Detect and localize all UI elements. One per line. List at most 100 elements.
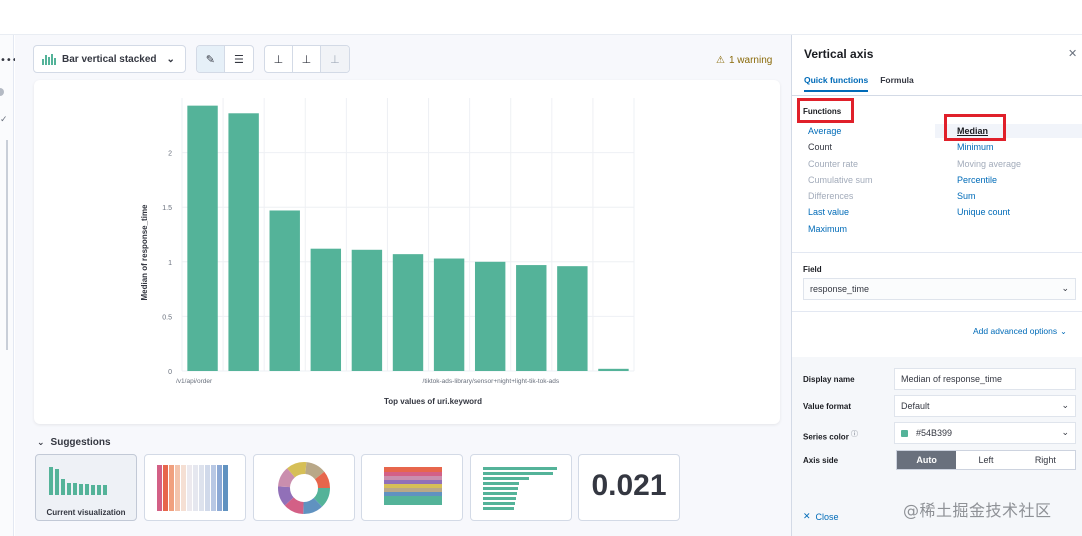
axis-side-auto[interactable]: Auto: [897, 451, 957, 469]
tabs-divider: [792, 95, 1082, 96]
editor-tabs: Quick functions Formula: [804, 75, 914, 92]
bar: [598, 368, 629, 371]
bar: [392, 254, 424, 371]
y-tick-label: 1.5: [162, 205, 172, 212]
right-axis-icon[interactable]: ⊥: [320, 46, 349, 72]
legend-list-icon[interactable]: ☰: [233, 52, 244, 66]
annotation-highlight-functions: [797, 98, 854, 123]
scrollbar[interactable]: [6, 140, 8, 350]
suggestion-donut[interactable]: [253, 454, 355, 521]
axis-settings-group: ⊥ ⊥ ⊥: [263, 45, 350, 73]
function-maximum[interactable]: Maximum: [808, 223, 848, 234]
annotation-highlight-median: [944, 114, 1006, 141]
function-average[interactable]: Average: [808, 126, 842, 136]
function-percentile[interactable]: Percentile: [957, 174, 998, 185]
chevron-down-icon: ⌄: [1061, 401, 1069, 411]
check-icon: ✓: [0, 115, 8, 125]
warning-text: 1 warning: [728, 55, 773, 66]
axis-side-toggle: Auto Left Right: [896, 450, 1076, 470]
functions-right-column: Median Minimum Moving average Percentile…: [957, 125, 1021, 219]
axis-side-right[interactable]: Right: [1034, 455, 1056, 465]
y-tick-label: 0: [168, 369, 172, 376]
axis-side-label: Axis side: [803, 456, 839, 465]
y-tick-label: 0.5: [162, 314, 172, 321]
horizontal-bar-thumbnail: [483, 467, 557, 510]
brush-icon[interactable]: ✎: [196, 46, 225, 72]
section-divider: [792, 311, 1082, 312]
series-color-text: Series color: [803, 432, 849, 442]
suggestions-header[interactable]: ⌄ Suggestions: [37, 437, 111, 448]
function-median[interactable]: Median: [957, 126, 989, 136]
suggestion-caption: Current visualization: [46, 508, 126, 517]
bar: [228, 113, 259, 371]
chevron-down-icon: ⌄: [166, 53, 175, 65]
display-name-value: Median of response_time: [901, 374, 1003, 384]
heatmap-thumbnail: [157, 465, 228, 511]
suggestions-title: Suggestions: [50, 437, 111, 448]
suggestion-horizontal-bar[interactable]: [470, 454, 572, 521]
more-icon[interactable]: •••: [0, 55, 18, 66]
info-icon[interactable]: ⓘ: [851, 431, 859, 438]
left-axis-icon[interactable]: ⊥: [265, 46, 293, 72]
field-select[interactable]: response_time ⌄: [803, 278, 1076, 300]
bar: [269, 210, 300, 371]
series-color-label: Series color ⓘ: [803, 429, 858, 442]
value-format-label: Value format: [803, 402, 852, 411]
bar: [187, 105, 218, 372]
bar: [310, 248, 342, 371]
function-counter-rate[interactable]: Counter rate: [808, 158, 859, 169]
suggestion-heatmap[interactable]: [144, 454, 246, 521]
functions-left-column: Average Count Counter rate Cumulative su…: [808, 125, 873, 235]
function-count[interactable]: Count: [808, 142, 833, 153]
section-divider: [792, 252, 1082, 253]
top-bar: [0, 0, 1082, 35]
tab-quick-functions[interactable]: Quick functions: [804, 75, 869, 92]
metric-value: 0.021: [591, 469, 667, 502]
current-visualization-thumbnail: [49, 467, 107, 495]
close-icon[interactable]: ✕: [1068, 47, 1078, 60]
close-flyout-button[interactable]: ✕ Close: [803, 512, 839, 522]
advanced-options-label: Add advanced options: [973, 326, 1058, 336]
y-tick-label: 1: [168, 260, 172, 267]
close-icon: ✕: [803, 512, 811, 522]
watermark: @稀土掘金技术社区: [903, 501, 1052, 520]
field-dot-icon: [0, 88, 4, 96]
function-last-value[interactable]: Last value: [808, 207, 850, 218]
chart-type-switcher[interactable]: Bar vertical stacked ⌄: [33, 45, 186, 73]
function-moving-average[interactable]: Moving average: [957, 158, 1022, 169]
chart-panel: 0 0.5 1 1.5 2/v1/api/order/tiktok-ads-librar…: [34, 80, 780, 424]
function-differences[interactable]: Differences: [808, 191, 854, 202]
display-name-label: Display name: [803, 375, 855, 384]
bar-chart: 0 0.5 1 1.5 2/v1/api/order/tiktok-ads-librar…: [140, 98, 635, 406]
bar: [557, 266, 588, 371]
function-sum[interactable]: Sum: [957, 191, 976, 202]
series-color-picker[interactable]: #54B399 ⌄: [894, 422, 1076, 444]
field-label: Field: [803, 265, 822, 274]
series-color-value: #54B399: [916, 428, 953, 438]
close-label: Close: [815, 512, 839, 522]
suggestion-treemap[interactable]: [361, 454, 463, 521]
chevron-down-icon: ⌄: [37, 437, 45, 448]
function-cumulative-sum[interactable]: Cumulative sum: [808, 174, 873, 185]
bar: [474, 261, 506, 371]
display-name-input[interactable]: Median of response_time: [894, 368, 1076, 390]
bottom-axis-icon[interactable]: ⊥: [293, 46, 321, 72]
value-format-select[interactable]: Default ⌄: [894, 395, 1076, 417]
warning-icon: ⚠: [716, 55, 725, 66]
function-unique-count[interactable]: Unique count: [957, 207, 1011, 218]
axis-side-left[interactable]: Left: [978, 455, 994, 465]
tab-formula[interactable]: Formula: [880, 75, 914, 85]
legend-settings-group: ✎ ☰: [195, 45, 254, 73]
suggestion-metric[interactable]: 0.021: [578, 454, 680, 521]
x-axis-title: Top values of uri.keyword: [384, 397, 482, 406]
flyout-title: Vertical axis: [804, 47, 874, 61]
add-advanced-options-link[interactable]: Add advanced options ⌄: [973, 326, 1067, 336]
left-panel-edge: ••• ✓: [0, 35, 18, 536]
functions-label: Functions: [803, 107, 842, 116]
workspace-toolbar: Bar vertical stacked ⌄ ✎ ☰ ⊥ ⊥ ⊥: [33, 45, 350, 73]
color-swatch: [901, 429, 908, 437]
warning-indicator[interactable]: ⚠ 1 warning: [716, 55, 772, 66]
suggestion-current[interactable]: Current visualization: [35, 454, 137, 521]
chevron-down-icon: ⌄: [1061, 284, 1069, 294]
function-minimum[interactable]: Minimum: [957, 142, 994, 153]
